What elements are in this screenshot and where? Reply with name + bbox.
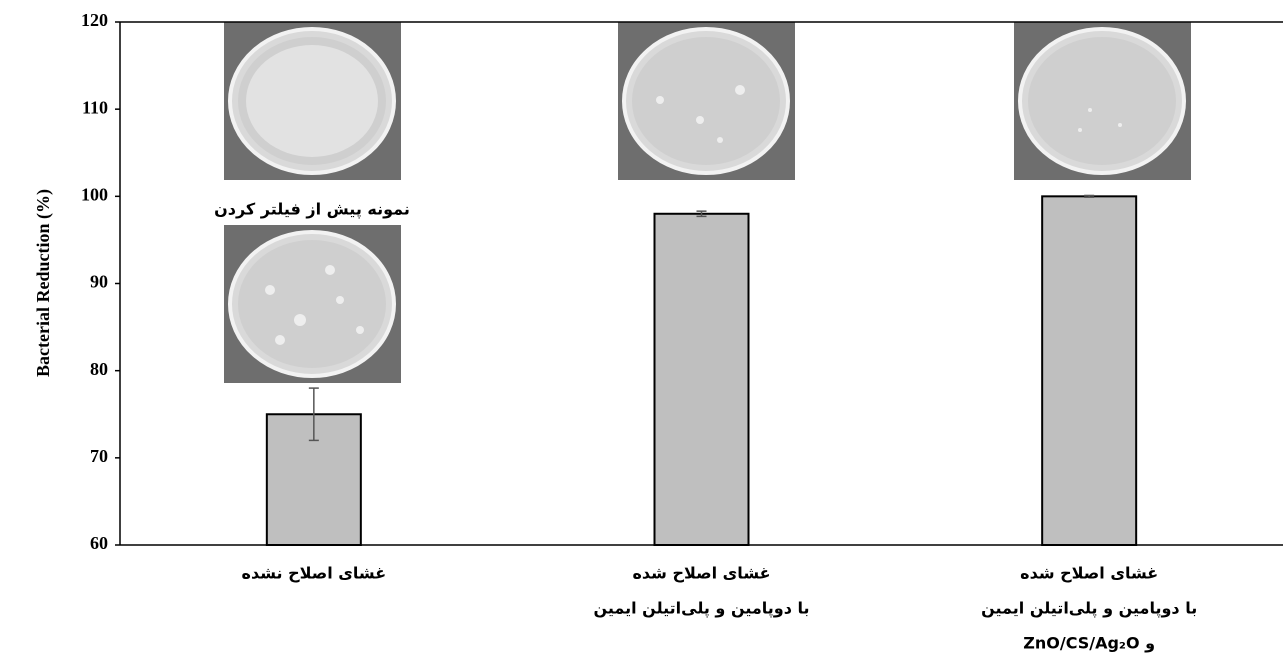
y-tick-label: 100 (81, 184, 108, 204)
y-tick-label: 70 (90, 446, 108, 466)
y-tick-label: 120 (81, 10, 108, 30)
y-axis-label: Bacterial Reduction (%) (33, 189, 54, 377)
bar (1041, 195, 1138, 546)
x-tick-label: غشای اصلاح شده (632, 564, 770, 583)
petri-image (222, 223, 403, 385)
x-tick-label: غشای اصلاح شده (1020, 564, 1158, 583)
image-caption: نمونه پیش از فیلتر کردن (214, 200, 410, 220)
petri-image (1012, 20, 1193, 182)
x-tick-label: با دوپامین و پلی‌اتیلن ایمین (593, 599, 809, 619)
y-tick-label: 80 (90, 359, 108, 379)
petri-image (222, 20, 403, 182)
petri-image (616, 20, 797, 182)
y-tick-label: 110 (82, 97, 108, 117)
x-tick-label: و ZnO/CS/Ag₂O (1023, 634, 1155, 653)
bar (653, 212, 750, 546)
y-tick-label: 60 (90, 533, 108, 553)
y-tick-label: 90 (90, 272, 108, 292)
x-tick-label: غشای اصلاح نشده (242, 564, 387, 583)
x-tick-label: با دوپامین و پلی‌اتیلن ایمین (981, 599, 1197, 619)
